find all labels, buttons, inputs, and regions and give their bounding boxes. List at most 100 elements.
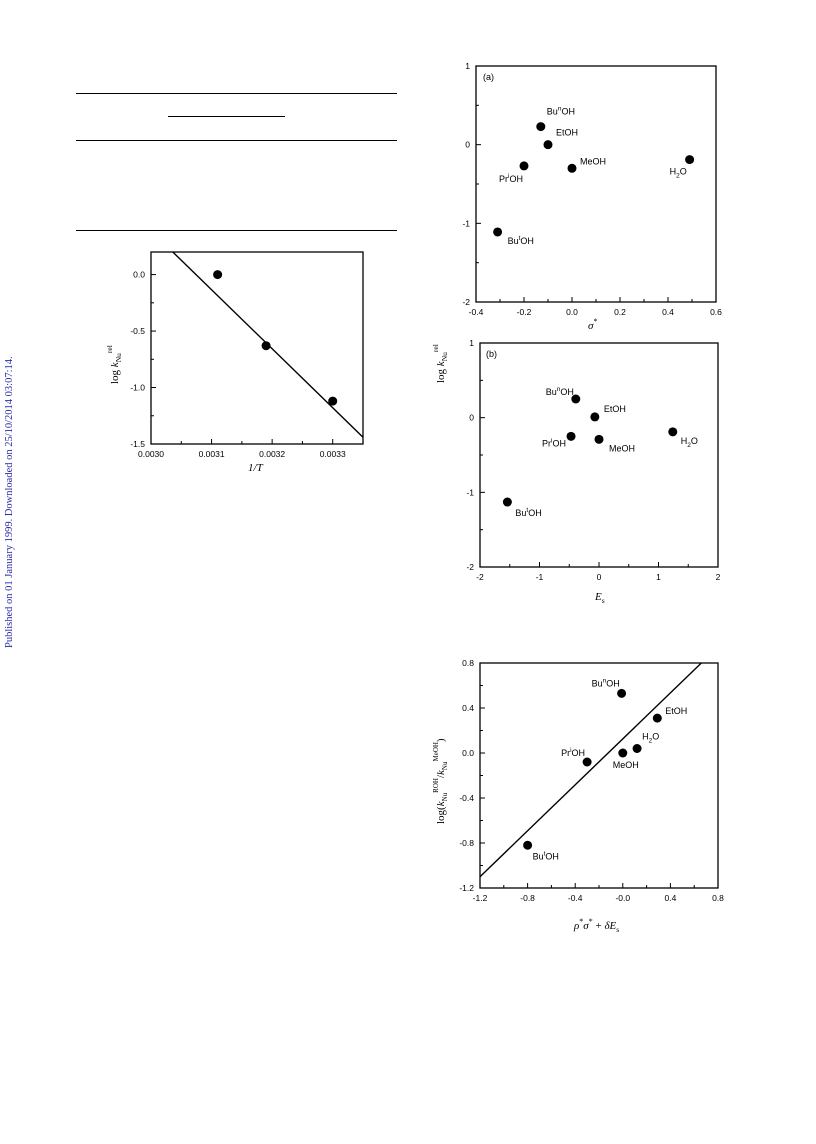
correlation-ticks: -1.2 -0.8 -0.4 -0.0 0.4 0.8 0.8 0.4 0.0 -0.4 -0.8 -… [459,658,724,903]
point-label: BunOH [592,677,620,688]
correlation-frame [479,662,719,889]
y-tick-label: -1.5 [130,439,145,449]
y-tick-label: 1 [465,61,470,71]
x-tick-label: -1.2 [473,893,488,903]
point-label: H2O [642,732,659,745]
correlation-ylabel: log(kNuROH/kNuMeOH) [432,738,449,824]
data-point [328,396,338,406]
x-tick-label: 0.0030 [138,449,164,459]
arrhenius-frame [150,251,364,445]
x-tick-label: -0.8 [520,893,535,903]
point-label: PriOH [499,173,523,184]
data-point [566,431,576,441]
x-tick-label: -0.4 [568,893,583,903]
panel-b-frame [479,342,719,568]
point-label: ButOH [508,235,534,246]
table-top-rule [76,93,397,94]
y-tick-label: -1 [462,218,470,228]
data-point [571,394,581,404]
data-point [213,270,223,280]
point-label: BunOH [546,386,574,397]
data-point [502,497,512,507]
table-spanner-rule [168,116,285,117]
data-point [582,757,592,767]
point-label: H2O [670,167,687,180]
point-label: PriOH [542,437,566,448]
x-tick-label: -2 [476,572,484,582]
fit-line [479,662,702,878]
svg-text:log(kNuROH/kNuMeOH): log(kNuROH/kNuMeOH) [432,738,449,824]
data-point [261,341,271,351]
y-tick-label: 0 [469,413,474,423]
y-tick-label: 0.4 [462,703,474,713]
data-point [617,688,627,698]
x-tick-label: 0.2 [614,307,626,317]
y-tick-label: 1 [469,338,474,348]
x-tick-label: 0.0031 [199,449,225,459]
panel-a-chart: (a) -0.4 -0.2 0.0 0.2 0.4 0.6 1 0 -1 -2 BunOH EtOH… [462,61,722,332]
point-label: MeOH [580,156,606,166]
table-header-rule [76,140,397,141]
x-tick-label: -0.0 [615,893,630,903]
data-point [590,412,600,422]
y-tick-label: -0.8 [459,838,474,848]
data-point [618,748,628,758]
x-tick-label: 0.4 [662,307,674,317]
correlation-xlabel: ρ*σ* + δEs [573,917,619,934]
point-label: EtOH [665,706,687,716]
x-tick-label: 0.0 [566,307,578,317]
data-point [519,161,529,171]
x-tick-label: 1 [656,572,661,582]
data-point [594,434,604,444]
arrhenius-xlabel: 1/T [248,462,264,474]
panel-a-label: (a) [483,72,494,82]
panel-a-xlabel: σ* [588,317,597,332]
arrhenius-marks [172,251,364,438]
y-tick-label: -1 [466,487,474,497]
panel-b-label: (b) [486,349,497,359]
data-point [685,155,695,165]
arrhenius-ticks: 0.0030 0.0031 0.0032 0.0033 0.0 -0.5 -1.0 -1.5 [130,270,346,459]
data-point [543,140,553,150]
point-label: MeOH [613,760,639,770]
data-point [567,163,577,173]
data-point [493,227,503,237]
correlation-marks: BunOH EtOH H2O PriOH MeOH ButOH [479,662,702,878]
panel-a-ticks: -0.4 -0.2 0.0 0.2 0.4 0.6 1 0 -1 -2 [462,61,722,317]
point-label: ButOH [533,850,559,861]
data-point [652,713,662,723]
x-tick-label: 2 [716,572,721,582]
table-bottom-rule [76,230,397,231]
y-tick-label: -1.2 [459,883,474,893]
x-tick-label: -0.2 [517,307,532,317]
x-tick-label: 0.0032 [259,449,285,459]
arrhenius-chart: 0.0030 0.0031 0.0032 0.00330.0-0.5-1.0-1.5 … [105,251,364,474]
x-tick-label: 0 [597,572,602,582]
data-point [632,744,642,753]
y-tick-label: 0 [465,140,470,150]
panel-b-xlabel: Es [594,591,605,605]
point-label: PriOH [561,747,585,758]
y-tick-label: -1.0 [130,383,145,393]
y-tick-label: 0.0 [462,748,474,758]
svg-text:log kNurel: log kNurel [431,344,449,383]
point-label: EtOH [604,404,626,414]
panel-b-ticks: -2 -1 0 1 2 1 0 -1 -2 [466,338,720,582]
x-tick-label: 0.8 [712,893,724,903]
point-label: MeOH [609,443,635,453]
correlation-chart: -1.2 -0.8 -0.4 -0.0 0.4 0.8 0.8 0.4 0.0 -0.4 -0.8 -… [432,658,724,934]
y-tick-label: -2 [462,297,470,307]
svg-text:log kNurel: log kNurel [105,345,123,384]
y-tick-label: 0.0 [133,270,145,280]
point-label: BunOH [547,106,575,117]
panel-a-marks: BunOH EtOH PriOH MeOH H2O ButOH [493,106,695,246]
x-tick-label: -0.4 [469,307,484,317]
y-tick-label: -2 [466,562,474,572]
panels-ylabel: log kNurel [431,344,449,383]
point-label: H2O [681,436,698,449]
arrhenius-ylabel: log kNurel [105,345,123,384]
data-point [523,840,533,850]
y-tick-label: -0.4 [459,793,474,803]
